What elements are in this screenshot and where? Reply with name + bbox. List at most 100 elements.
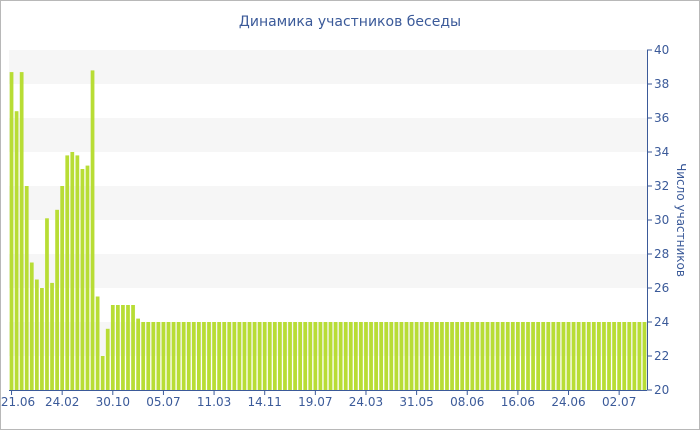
grid-band bbox=[9, 50, 647, 84]
bar bbox=[9, 72, 14, 390]
bar bbox=[328, 322, 333, 390]
bar bbox=[136, 318, 140, 390]
bar bbox=[207, 322, 211, 390]
grid-band bbox=[9, 118, 647, 152]
bar bbox=[45, 218, 49, 390]
bar bbox=[303, 322, 308, 390]
bar bbox=[343, 322, 348, 390]
bar bbox=[597, 322, 601, 390]
bar bbox=[434, 322, 439, 390]
y-tick-label: 32 bbox=[654, 179, 669, 193]
y-tick-label: 36 bbox=[654, 111, 669, 125]
bar bbox=[374, 322, 378, 390]
bar bbox=[440, 322, 444, 390]
y-tick-label: 34 bbox=[654, 145, 669, 159]
bar bbox=[541, 322, 546, 390]
bar bbox=[105, 328, 110, 390]
bar bbox=[202, 322, 206, 390]
bar bbox=[176, 322, 181, 390]
bar bbox=[80, 169, 85, 390]
bar bbox=[586, 322, 591, 390]
bar bbox=[40, 288, 44, 390]
bar bbox=[181, 322, 186, 390]
bar bbox=[414, 322, 419, 390]
bar bbox=[151, 322, 156, 390]
bar bbox=[455, 322, 459, 390]
bar bbox=[485, 322, 490, 390]
bar bbox=[29, 262, 34, 390]
bar bbox=[419, 322, 424, 390]
bar bbox=[617, 322, 622, 390]
y-tick-label: 28 bbox=[654, 247, 669, 261]
bar bbox=[591, 322, 596, 390]
bar bbox=[267, 322, 272, 390]
bar bbox=[75, 155, 80, 390]
bar bbox=[65, 155, 70, 390]
bars bbox=[9, 70, 647, 391]
bar bbox=[576, 322, 581, 390]
bar bbox=[409, 322, 414, 390]
y-tick-label: 40 bbox=[654, 43, 669, 57]
bar bbox=[404, 322, 409, 390]
bar bbox=[272, 322, 277, 390]
x-tick-label: 21.06 bbox=[1, 395, 35, 409]
bar bbox=[126, 305, 130, 390]
bar bbox=[141, 322, 146, 390]
bar bbox=[308, 322, 313, 390]
bar bbox=[490, 322, 495, 390]
bar bbox=[480, 322, 485, 390]
bar bbox=[470, 322, 475, 390]
bar bbox=[424, 322, 429, 390]
bar bbox=[19, 72, 24, 390]
bar bbox=[197, 322, 201, 390]
bar bbox=[581, 322, 586, 390]
bar bbox=[217, 322, 222, 390]
x-tick-label: 24.03 bbox=[349, 395, 383, 409]
x-tick-label: 05.07 bbox=[146, 395, 180, 409]
bar bbox=[495, 322, 500, 390]
bar bbox=[465, 322, 470, 390]
x-axis: 21.06 24.02 30.10 05.07 11.03 14.11 19.07 24.03… bbox=[1, 390, 647, 409]
bar bbox=[115, 305, 120, 390]
bar bbox=[500, 322, 505, 390]
x-tick-label: 14.11 bbox=[248, 395, 282, 409]
bar bbox=[475, 322, 480, 390]
bar bbox=[100, 356, 105, 390]
bar bbox=[612, 322, 616, 390]
bar bbox=[399, 322, 404, 390]
x-tick-label: 31.05 bbox=[399, 395, 433, 409]
bar bbox=[146, 322, 151, 390]
bar bbox=[333, 322, 338, 390]
bar bbox=[394, 322, 399, 390]
bar bbox=[546, 322, 551, 390]
x-tick-label: 19.07 bbox=[298, 395, 332, 409]
bar bbox=[121, 305, 125, 390]
grid-bands bbox=[9, 50, 647, 356]
x-tick-label: 16.06 bbox=[501, 395, 535, 409]
x-tick-label: 11.03 bbox=[197, 395, 231, 409]
bar bbox=[566, 322, 571, 390]
bar bbox=[60, 186, 65, 390]
y-tick-label: 38 bbox=[654, 77, 669, 91]
bar bbox=[191, 322, 196, 390]
bar bbox=[323, 322, 328, 390]
bar bbox=[34, 279, 39, 390]
y-axis: 20 22 24 26 28 30 32 34 36 38 40 bbox=[647, 43, 669, 397]
bar bbox=[95, 296, 100, 390]
bar bbox=[521, 322, 525, 390]
bar bbox=[262, 322, 267, 390]
bar bbox=[171, 322, 176, 390]
y-tick-label: 24 bbox=[654, 315, 669, 329]
bar bbox=[551, 322, 556, 390]
bar bbox=[131, 305, 135, 390]
x-tick-label: 30.10 bbox=[96, 395, 130, 409]
bar bbox=[359, 322, 363, 390]
y-tick-label: 22 bbox=[654, 349, 669, 363]
bar bbox=[293, 322, 297, 390]
x-tick-label: 24.02 bbox=[45, 395, 79, 409]
y-tick-label: 26 bbox=[654, 281, 669, 295]
bar bbox=[369, 322, 373, 390]
bar bbox=[445, 322, 449, 390]
bar bbox=[85, 165, 90, 390]
